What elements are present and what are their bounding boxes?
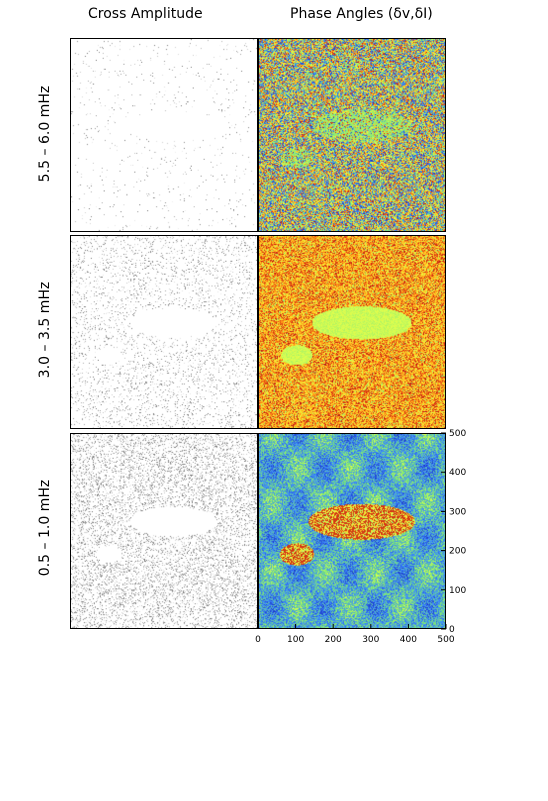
amplitude-panel-low-freq bbox=[70, 433, 258, 629]
amplitude-panel-mid-freq bbox=[70, 235, 258, 429]
amplitude-map-low-freq bbox=[71, 434, 257, 628]
x-tick-label: 500 bbox=[437, 635, 454, 645]
y-tick-label: 300 bbox=[449, 507, 466, 517]
y-tick-label: 500 bbox=[449, 429, 466, 439]
phase-map-low-freq bbox=[259, 434, 445, 628]
y-tick-label: 400 bbox=[449, 468, 466, 478]
phase-map-mid-freq bbox=[259, 236, 445, 428]
x-tick-label: 200 bbox=[325, 635, 342, 645]
cross-amplitude-title: Cross Amplitude bbox=[88, 6, 203, 22]
amplitude-panel-high-freq bbox=[70, 38, 258, 232]
phase-angles-title: Phase Angles (δv,δI) bbox=[290, 6, 433, 22]
x-tick-label: 300 bbox=[362, 635, 379, 645]
y-tick-label: 100 bbox=[449, 586, 466, 596]
phase-panel-low-freq bbox=[258, 433, 446, 629]
x-tick-label: 100 bbox=[287, 635, 304, 645]
phase-map-high-freq bbox=[259, 39, 445, 231]
amplitude-map-mid-freq bbox=[71, 236, 257, 428]
x-tick-label: 400 bbox=[400, 635, 417, 645]
y-tick-label: 0 bbox=[449, 625, 455, 635]
x-tick-label: 0 bbox=[255, 635, 261, 645]
amplitude-map-high-freq bbox=[71, 39, 257, 231]
phase-panel-mid-freq bbox=[258, 235, 446, 429]
phase-panel-high-freq bbox=[258, 38, 446, 232]
y-tick-label: 200 bbox=[449, 547, 466, 557]
